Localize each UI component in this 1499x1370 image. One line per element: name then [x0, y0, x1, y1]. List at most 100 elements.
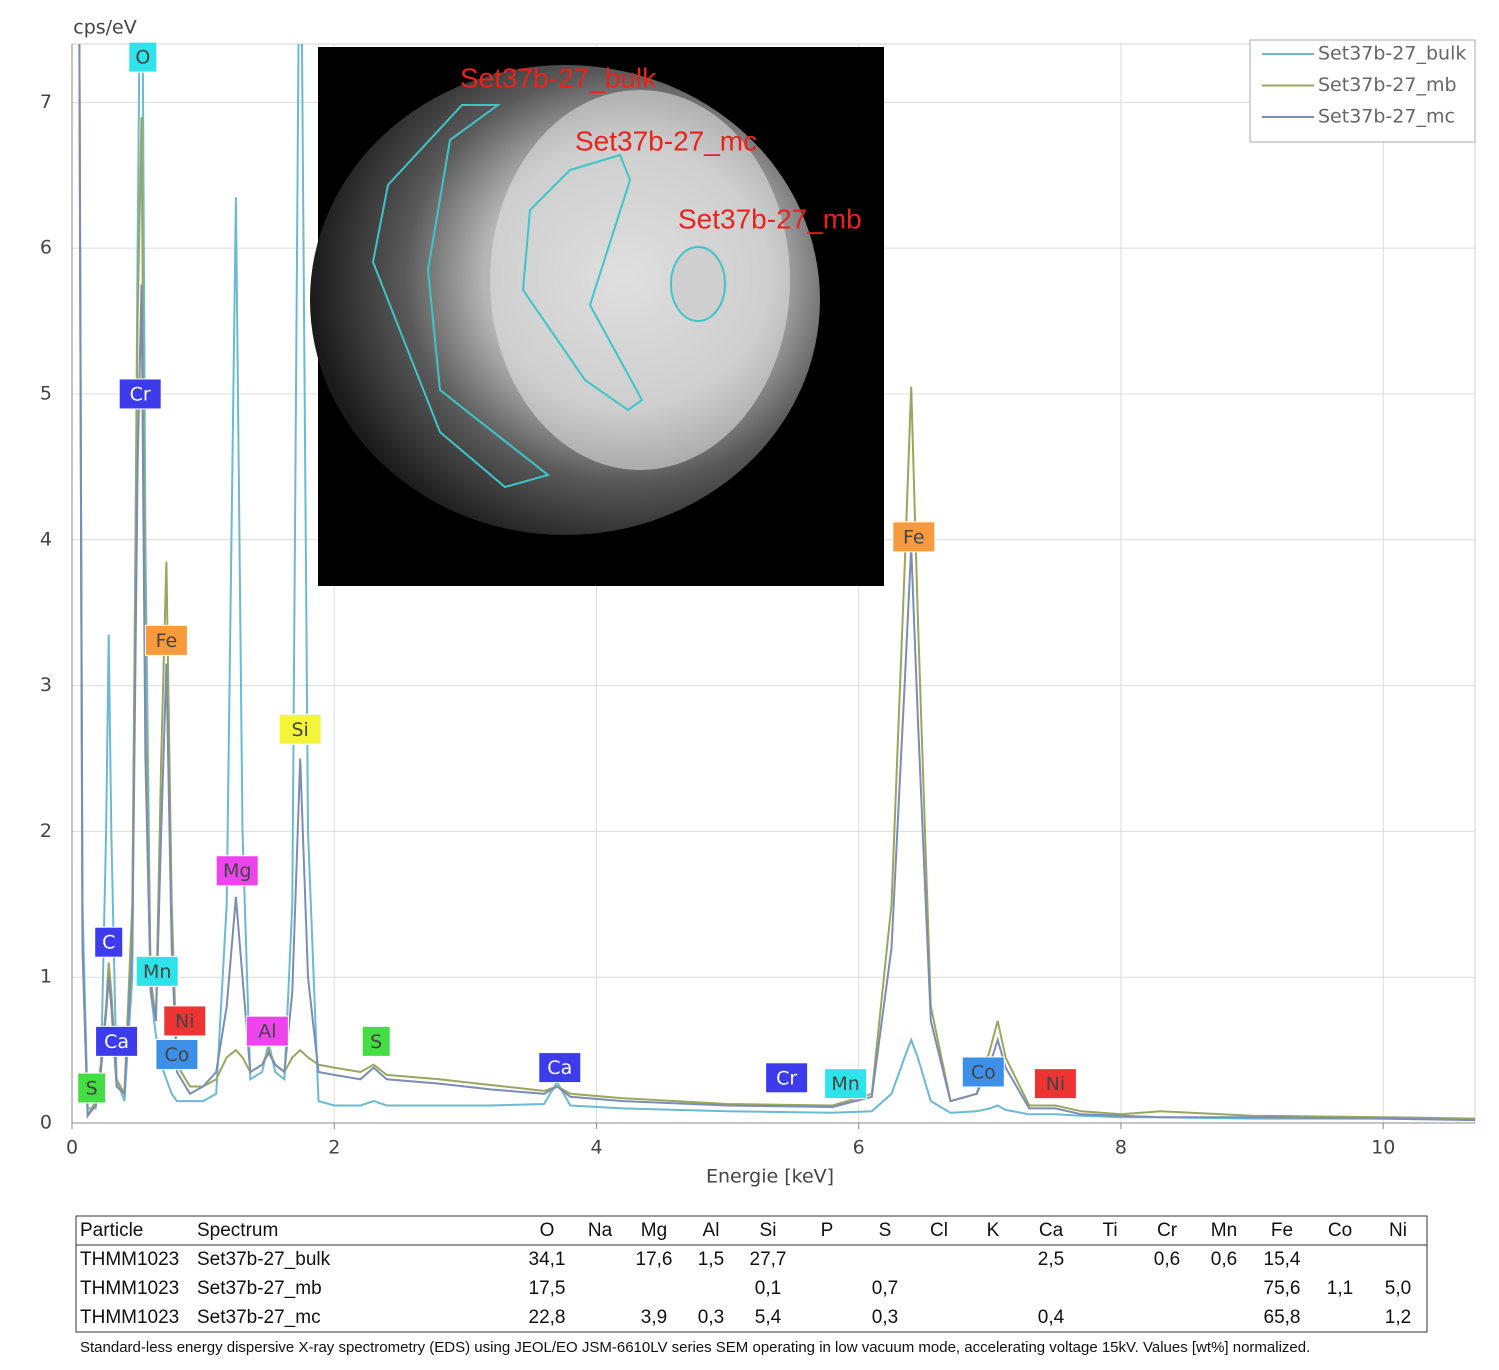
table-cell: THMM1023 — [80, 1249, 179, 1270]
table-cell: 5,4 — [755, 1307, 782, 1328]
element-label: Cr — [130, 383, 151, 405]
y-tick-label: 0 — [40, 1112, 52, 1134]
table-cell: 3,9 — [641, 1307, 667, 1328]
element-label-box — [95, 1025, 139, 1057]
element-label: Fe — [156, 630, 178, 652]
table-header-cell: Ti — [1102, 1220, 1117, 1241]
inset-label: Set37b-27_mb — [678, 203, 862, 234]
table-header-cell: Particle — [80, 1220, 143, 1241]
table-cell: THMM1023 — [80, 1307, 179, 1328]
table-header-cell: Spectrum — [197, 1220, 278, 1241]
x-tick-label: 8 — [1115, 1137, 1127, 1159]
x-tick-label: 2 — [328, 1137, 340, 1159]
table-cell: Set37b-27_mc — [197, 1307, 321, 1328]
element-label-box — [245, 1015, 289, 1047]
element-label-box — [77, 1072, 107, 1104]
legend-label: Set37b-27_mc — [1318, 106, 1455, 128]
element-label: Co — [971, 1061, 996, 1083]
element-label-box — [1033, 1068, 1077, 1100]
element-label-box — [824, 1068, 868, 1100]
table-caption: Standard-less energy dispersive X-ray sp… — [80, 1339, 1310, 1356]
table-header-cell: Mg — [641, 1220, 667, 1241]
table-header-cell: P — [821, 1220, 834, 1241]
legend-box — [1249, 39, 1476, 143]
table-border — [75, 1215, 1428, 1333]
element-label: S — [370, 1031, 382, 1053]
element-label: Mg — [223, 860, 251, 882]
spectrum-line — [78, 44, 1475, 1120]
table-cell: 27,7 — [750, 1249, 787, 1270]
legend-label: Set37b-27_mb — [1318, 74, 1457, 96]
x-tick-label: 0 — [66, 1137, 78, 1159]
table-cell: 2,5 — [1038, 1249, 1064, 1270]
element-label-box — [144, 624, 188, 656]
y-tick-label: 6 — [40, 237, 52, 259]
table-header-cell: Al — [703, 1220, 720, 1241]
element-labels: O Cr Fe Si Mg C Mn Ni Al Ca Co S S Ca Cr Mn Fe Co Ni — [77, 41, 1077, 1104]
table-cell: 17,6 — [636, 1249, 673, 1270]
element-label: Fe — [903, 526, 925, 548]
table-cell: 15,4 — [1264, 1249, 1301, 1270]
table-cell: 1,2 — [1385, 1307, 1411, 1328]
particle-core — [672, 245, 728, 321]
table-cell: 1,1 — [1327, 1278, 1353, 1299]
element-label-box — [765, 1062, 809, 1094]
element-label: Ca — [547, 1057, 572, 1079]
element-label-box — [163, 1005, 207, 1037]
element-label: Ca — [104, 1031, 129, 1053]
inset-label: Set37b-27_bulk — [460, 62, 657, 93]
table-header-cell: Fe — [1271, 1220, 1293, 1241]
table-cell: 0,1 — [755, 1278, 781, 1299]
element-label: Cr — [776, 1067, 797, 1089]
particle-highlight — [490, 90, 790, 470]
y-tick-label: 4 — [40, 528, 52, 550]
element-label: S — [86, 1078, 98, 1100]
spectrum-line — [78, 44, 1475, 1122]
table-header-cell: Na — [588, 1220, 613, 1241]
element-label-box — [278, 713, 322, 745]
table-header-cell: Co — [1328, 1220, 1352, 1241]
table-header-cell: Mn — [1211, 1220, 1237, 1241]
table-header-cell: Cr — [1157, 1220, 1178, 1241]
element-label: Mn — [143, 961, 171, 983]
region-bulk — [371, 104, 551, 489]
element-label-box — [94, 926, 124, 958]
element-label: C — [102, 932, 115, 954]
legend: Set37b-27_bulk Set37b-27_mb Set37b-27_mc — [1249, 39, 1476, 143]
x-tick-label: 6 — [853, 1137, 865, 1159]
x-tick-label: 10 — [1371, 1137, 1395, 1159]
legend-label: Set37b-27_bulk — [1318, 43, 1466, 65]
table-cell: 0,3 — [872, 1307, 898, 1328]
table-header-cell: S — [879, 1220, 892, 1241]
spectra — [78, 44, 1475, 1122]
element-label-box — [215, 855, 259, 887]
table-cell: 1,5 — [698, 1249, 724, 1270]
element-label-box — [892, 521, 936, 553]
y-tick-label: 1 — [40, 966, 52, 988]
table-cell: 34,1 — [529, 1249, 566, 1270]
x-axis-label: Energie [keV] — [706, 1166, 834, 1188]
table: Particle Spectrum O Na Mg Al Si P S Cl K Ca Ti Cr Mn Fe… — [75, 1215, 1428, 1333]
element-label: Ni — [175, 1010, 195, 1032]
sem-inset: Set37b-27_bulk Set37b-27_mc Set37b-27_mb — [310, 47, 884, 586]
element-label-box — [361, 1025, 391, 1057]
element-label-box — [118, 378, 162, 410]
y-tick-label: 5 — [40, 382, 52, 404]
y-axis-label: cps/eV — [73, 17, 137, 39]
region-mc — [521, 153, 644, 412]
table-cell: 0,6 — [1154, 1249, 1180, 1270]
table-header-cell: O — [540, 1220, 555, 1241]
table-cell: Set37b-27_mb — [197, 1278, 322, 1299]
table-cell: 22,8 — [529, 1307, 566, 1328]
y-tick-label: 2 — [40, 820, 52, 842]
table-cell: 0,4 — [1038, 1307, 1065, 1328]
table-cell: 0,6 — [1211, 1249, 1237, 1270]
table-header-cell: K — [987, 1220, 1000, 1241]
element-label-box — [135, 955, 179, 987]
table-cell: 65,8 — [1264, 1307, 1301, 1328]
element-label-box — [155, 1038, 199, 1070]
element-label-box — [538, 1052, 582, 1084]
element-label: Co — [164, 1044, 189, 1066]
table-header-cell: Cl — [930, 1220, 948, 1241]
